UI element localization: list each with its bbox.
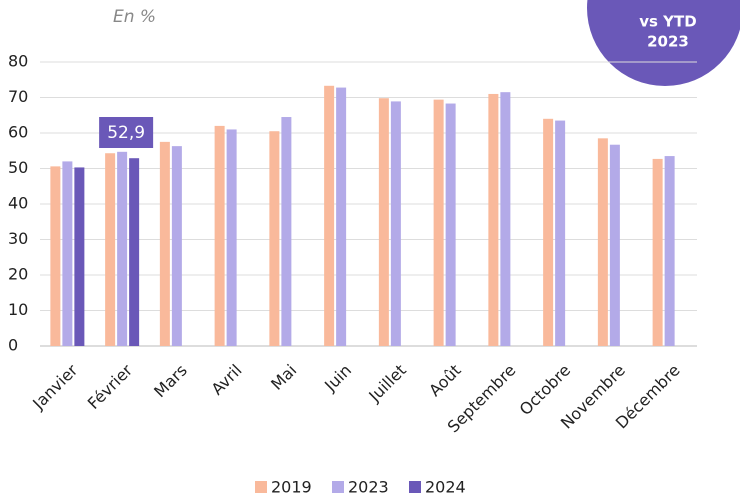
bar	[129, 158, 140, 346]
bar	[74, 167, 85, 346]
x-tick-label: Juillet	[364, 361, 409, 406]
bar	[336, 87, 347, 346]
legend-label: 2019	[271, 478, 312, 497]
bar	[433, 99, 444, 346]
x-tick-label: Mai	[267, 361, 300, 394]
badge	[587, 0, 740, 86]
bar	[488, 93, 499, 346]
badge-text: vs YTD	[639, 13, 696, 31]
bar	[378, 98, 389, 347]
bar	[269, 131, 280, 346]
bar	[555, 120, 566, 346]
y-tick-label: 50	[8, 158, 28, 177]
legend-swatch	[409, 481, 421, 493]
x-tick-label: Janvier	[28, 360, 81, 413]
legend-label: 2024	[425, 478, 466, 497]
x-tick-label: Juin	[320, 361, 355, 396]
y-tick-label: 60	[8, 123, 28, 142]
bar	[281, 117, 292, 347]
annotation-box	[99, 117, 154, 148]
y-tick-label: 40	[8, 194, 28, 213]
x-tick-label: Février	[84, 360, 137, 413]
bar	[171, 146, 182, 346]
x-tick-label: Mars	[150, 361, 191, 402]
bar	[324, 85, 335, 346]
bar	[117, 151, 128, 346]
legend-swatch	[332, 481, 344, 493]
bar	[50, 166, 61, 346]
bar	[652, 158, 663, 346]
y-tick-label: 80	[8, 52, 28, 71]
bar	[105, 153, 116, 346]
badge-text: 2023	[647, 33, 689, 51]
y-tick-label: 70	[8, 87, 28, 106]
bar	[609, 144, 620, 346]
bar	[390, 101, 401, 346]
legend-label: 2023	[348, 478, 389, 497]
y-tick-label: 20	[8, 265, 28, 284]
bar	[597, 138, 608, 346]
bar	[445, 103, 456, 346]
subtitle: En %	[113, 7, 156, 27]
bar	[226, 129, 237, 346]
annotation: 52,9	[107, 123, 145, 143]
y-tick-label: 0	[8, 336, 18, 355]
x-tick-label: Avril	[207, 361, 245, 399]
bar	[214, 125, 225, 347]
bar	[159, 141, 170, 346]
y-tick-label: 10	[8, 300, 28, 319]
bar	[500, 92, 511, 346]
bar	[543, 118, 554, 346]
x-tick-label: Août	[425, 361, 465, 401]
y-tick-label: 30	[8, 229, 28, 248]
legend-swatch	[255, 481, 267, 493]
bar	[62, 161, 73, 346]
bar	[664, 156, 675, 346]
